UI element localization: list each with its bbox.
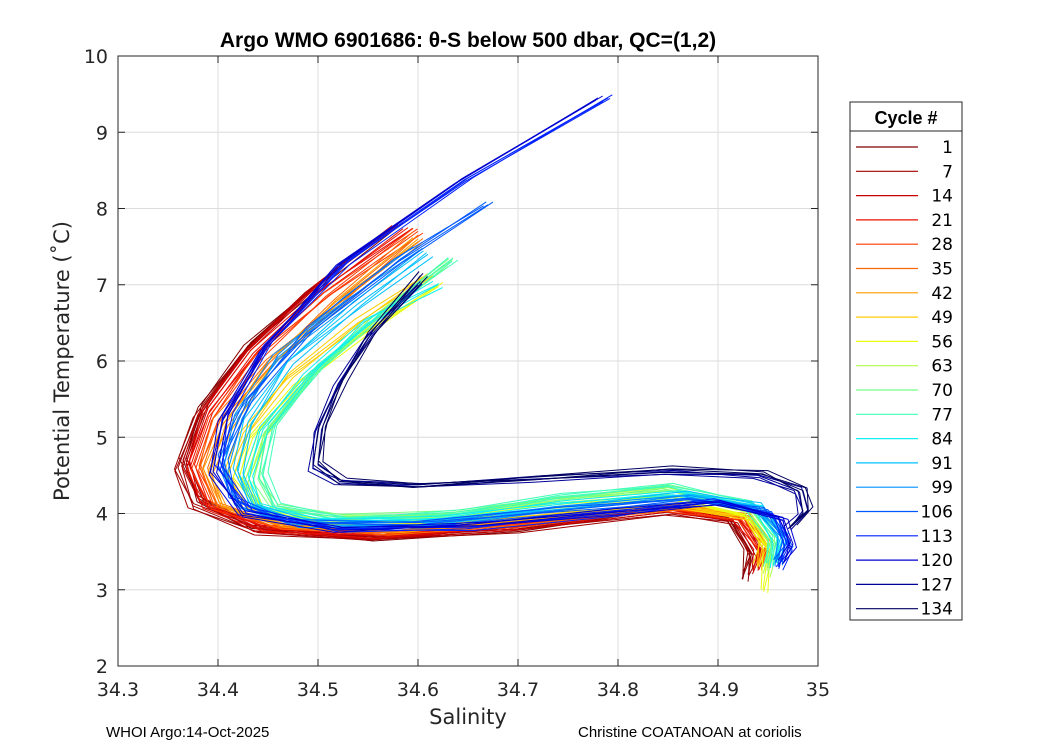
legend-label: 7 [942, 162, 953, 182]
series-line [208, 99, 790, 561]
y-tick-label: 4 [96, 504, 108, 526]
legend-label: 28 [931, 235, 953, 255]
series-line [185, 227, 760, 566]
y-tick-label: 7 [96, 275, 108, 297]
legend-box [849, 101, 963, 621]
legend-label: 91 [931, 454, 953, 474]
y-tick-label: 8 [96, 199, 108, 221]
series-line [181, 234, 758, 577]
x-tick-label: 34.6 [397, 679, 439, 701]
x-tick-label: 34.5 [297, 679, 339, 701]
series-106 [217, 201, 794, 564]
legend-label: 14 [931, 187, 953, 207]
x-tick-label: 34.8 [597, 679, 639, 701]
series-line [227, 205, 794, 563]
legend-label: 84 [931, 430, 953, 450]
legend-label: 106 [921, 503, 953, 523]
series-line [210, 95, 791, 561]
legend-label: 70 [931, 381, 953, 401]
series-120 [208, 95, 797, 565]
y-tick-label: 5 [96, 427, 108, 449]
series-134 [312, 271, 814, 529]
footer-left: WHOI Argo:14-Oct-2025 [106, 724, 270, 741]
x-tick-label: 35 [806, 679, 830, 701]
legend: Cycle # 17142128354249566370778491991061… [849, 101, 963, 621]
legend-label: 134 [921, 600, 953, 620]
chart-title: Argo WMO 6901686: θ-S below 500 dbar, QC… [220, 29, 716, 52]
series-line [252, 280, 784, 565]
axis-ticks: 34.3 34.4 34.5 34.6 34.7 34.8 34.9 35 2 3 4 5 6 7 8 9 10 [84, 46, 830, 701]
grid [118, 56, 818, 666]
legend-label: 35 [931, 260, 953, 280]
series-lines [174, 94, 814, 594]
legend-label: 56 [931, 332, 953, 352]
x-tick-label: 34.3 [97, 679, 139, 701]
legend-entries: 1 7 14 21 28 35 42 49 56 63 70 77 84 91 99 106 113 120 127… [856, 138, 953, 620]
legend-label: 99 [931, 478, 953, 498]
series-line [211, 237, 773, 565]
y-axis-label: Potential Temperature (˚C) [50, 221, 74, 501]
y-tick-label: 9 [96, 122, 108, 144]
x-tick-label: 34.9 [697, 679, 739, 701]
footer-right: Christine COATANOAN at coriolis [578, 724, 802, 741]
series-line [217, 201, 784, 563]
series-line [312, 276, 804, 527]
y-tick-label: 10 [84, 46, 108, 68]
legend-title: Cycle # [874, 108, 937, 128]
legend-label: 113 [921, 527, 953, 547]
y-tick-label: 3 [96, 580, 108, 602]
legend-label: 21 [931, 211, 953, 231]
legend-label: 49 [931, 308, 953, 328]
x-axis-label: Salinity [429, 705, 507, 729]
x-tick-label: 34.4 [197, 679, 239, 701]
legend-label: 127 [921, 575, 953, 595]
y-tick-label: 6 [96, 351, 108, 373]
legend-label: 1 [942, 138, 953, 158]
legend-label: 63 [931, 357, 953, 377]
series-line [317, 275, 809, 529]
series-line [186, 230, 761, 570]
x-tick-label: 34.7 [497, 679, 539, 701]
y-tick-label: 2 [96, 656, 108, 678]
legend-label: 120 [921, 551, 953, 571]
legend-label: 42 [931, 284, 953, 304]
legend-label: 77 [931, 405, 953, 425]
